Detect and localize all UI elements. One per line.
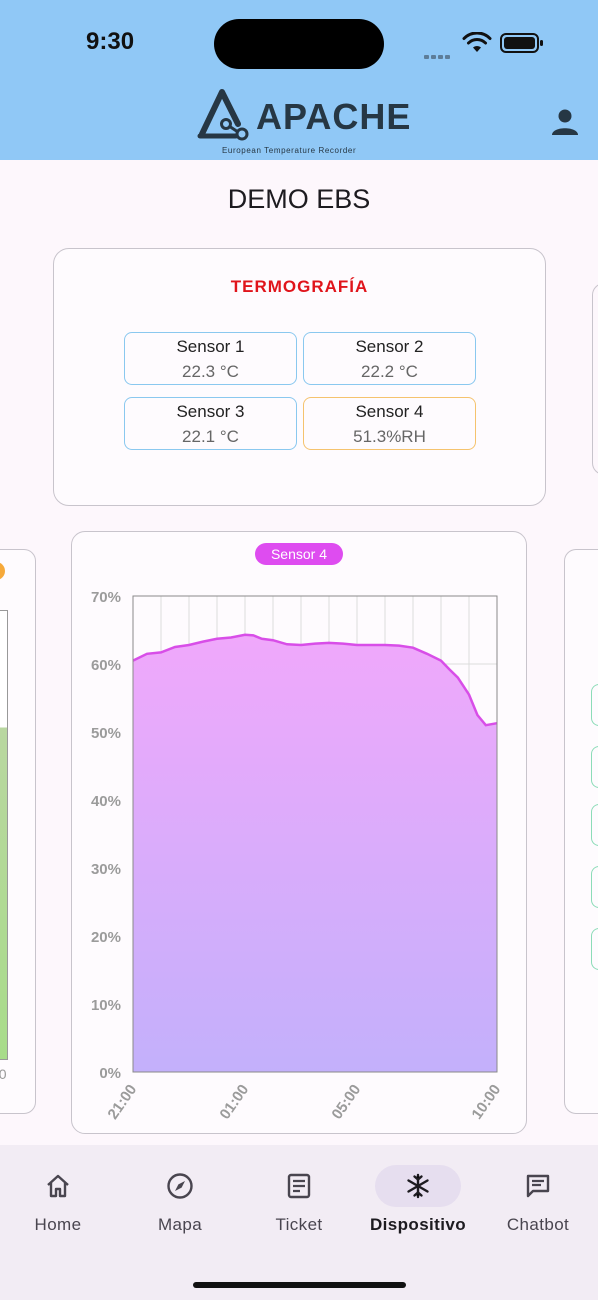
ticket-icon (287, 1173, 311, 1199)
sensor-3-name: Sensor 3 (176, 402, 245, 421)
humidity-area (133, 634, 497, 1072)
signal-icon (424, 46, 452, 64)
thermography-title: TERMOGRAFÍA (230, 277, 369, 296)
profile-icon[interactable] (550, 108, 580, 136)
chart-series-pill[interactable]: Sensor 4 (255, 543, 343, 565)
nav-ticket[interactable]: Ticket (244, 1165, 354, 1235)
previous-chart-card-edge[interactable]: 00 (0, 549, 36, 1114)
nav-chatbot-label: Chatbot (506, 1215, 570, 1234)
y-tick-label: 50% (91, 725, 121, 742)
humidity-line (132, 633, 498, 727)
plot-frame (132, 595, 498, 1073)
sensor-2-box[interactable]: Sensor 2 22.2 °C (303, 332, 476, 385)
wifi-icon (462, 32, 492, 52)
sensor-2-value: 22.2 °C (361, 362, 418, 381)
sensor-2-name: Sensor 2 (355, 337, 424, 356)
x-tick-label: 05:00 (328, 1081, 364, 1122)
next-chart-card-edge[interactable] (564, 549, 598, 1114)
nav-home-label: Home (34, 1215, 82, 1234)
app-header: 9:30 APACHE European Temperature Recorde… (0, 0, 598, 160)
sensor-1-value: 22.3 °C (182, 362, 239, 381)
dynamic-island (214, 19, 384, 69)
status-time: 9:30 (86, 28, 135, 55)
next-card-chip (591, 804, 598, 846)
y-tick-label: 70% (91, 589, 121, 606)
brand-tagline: European Temperature Recorder (222, 146, 357, 155)
x-tick-label: 01:00 (216, 1081, 252, 1122)
sensor-4-chart-card: 0% 10% 20% 30% 40% 50% 60% 70% 21:00 01:00 05:00 1… (71, 531, 527, 1134)
brand-name: APACHE (256, 96, 412, 137)
chat-icon (526, 1174, 550, 1198)
active-indicator (375, 1165, 461, 1207)
next-card-edge[interactable] (592, 283, 598, 475)
next-card-chip (591, 684, 598, 726)
home-icon (47, 1174, 69, 1198)
nav-mapa-label: Mapa (157, 1215, 203, 1234)
previous-chart-pill (0, 562, 5, 580)
sensor-1-name: Sensor 1 (176, 337, 245, 356)
nav-home[interactable]: Home (3, 1165, 113, 1235)
battery-icon (500, 33, 543, 53)
previous-chart-plot (0, 610, 8, 1060)
nav-dispositivo-label: Dispositivo (369, 1215, 467, 1234)
nav-chatbot[interactable]: Chatbot (483, 1165, 593, 1235)
previous-chart-tick-label: 00 (0, 1066, 7, 1082)
sensor-3-box[interactable]: Sensor 3 22.1 °C (124, 397, 297, 450)
x-tick-label: 10:00 (468, 1081, 504, 1122)
y-tick-label: 30% (91, 861, 121, 878)
sensor-4-box[interactable]: Sensor 4 51.3%RH (303, 397, 476, 450)
next-card-chip (591, 746, 598, 788)
y-tick-label: 40% (91, 793, 121, 810)
thermography-card: TERMOGRAFÍA Sensor 1 22.3 °C Sensor 2 22… (53, 248, 546, 506)
page-title: DEMO EBS (227, 184, 371, 214)
y-tick-label: 20% (91, 929, 121, 946)
next-card-chip (591, 928, 598, 970)
nav-ticket-label: Ticket (275, 1215, 323, 1234)
humidity-chart: 0% 10% 20% 30% 40% 50% 60% 70% 21:00 01:00 05:00 1… (91, 589, 504, 1123)
x-tick-label: 21:00 (104, 1081, 140, 1122)
y-tick-label: 10% (91, 997, 121, 1014)
compass-icon (167, 1173, 193, 1199)
sensor-3-value: 22.1 °C (182, 427, 239, 446)
home-indicator (193, 1282, 406, 1288)
next-card-chip (591, 866, 598, 908)
y-tick-label: 60% (91, 657, 121, 674)
snowflake-icon (407, 1173, 429, 1199)
nav-mapa[interactable]: Mapa (125, 1165, 235, 1235)
apache-logo-icon (197, 89, 249, 141)
sensor-4-value: 51.3%RH (353, 427, 426, 446)
bottom-navigation: Home Mapa Ticket Dispo (0, 1145, 598, 1300)
sensor-4-name: Sensor 4 (355, 402, 424, 421)
y-tick-label: 0% (99, 1065, 121, 1082)
nav-dispositivo[interactable]: Dispositivo (363, 1165, 473, 1235)
sensor-1-box[interactable]: Sensor 1 22.3 °C (124, 332, 297, 385)
